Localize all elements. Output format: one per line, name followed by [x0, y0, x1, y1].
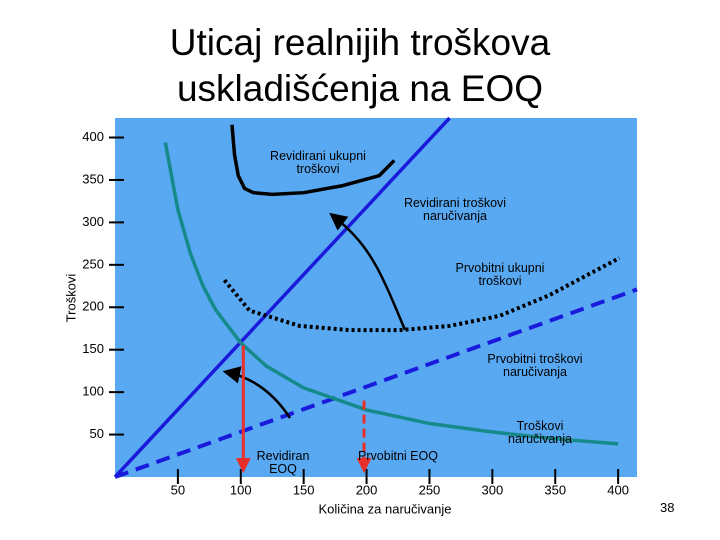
shift-arrow [329, 212, 407, 331]
x-tick-label: 200 [356, 482, 378, 497]
curve [113, 116, 451, 479]
x-axis-label: Količina za naručivanje [319, 501, 452, 516]
y-tick-label: 250 [82, 256, 104, 271]
curve [114, 287, 638, 479]
curve-label: Revidirani ukupni troškovi [270, 149, 366, 176]
eoq-label: Revidiran EOQ [256, 449, 310, 476]
x-tick-label: 100 [230, 482, 252, 497]
curve-label: Prvobitni ukupni troškovi [455, 261, 545, 288]
y-tick-label: 350 [82, 171, 104, 186]
y-axis-label: Troškovi [63, 274, 78, 323]
x-tick-label: 350 [544, 482, 566, 497]
curve-label: Revidirani troškovi naručivanja [403, 196, 507, 223]
y-tick-label: 150 [82, 341, 104, 356]
y-tick-label: 200 [82, 299, 104, 314]
x-tick-label: 300 [481, 482, 503, 497]
x-tick-label: 50 [171, 482, 185, 497]
curve-label: Prvobitni troškovi naručivanja [487, 352, 583, 379]
x-tick-label: 150 [293, 482, 315, 497]
slide-title: Uticaj realnijih troškova uskladišćenja … [169, 22, 551, 109]
y-tick-label: 100 [82, 384, 104, 399]
curve-label: Troškovi naručivanja [508, 419, 572, 446]
y-tick-label: 50 [90, 426, 104, 441]
y-tick-label: 300 [82, 214, 104, 229]
x-tick-label: 250 [419, 482, 441, 497]
page-number: 38 [660, 500, 675, 515]
curve [230, 124, 396, 197]
shift-arrow [222, 366, 292, 419]
x-tick-label: 400 [607, 482, 629, 497]
curve [163, 142, 619, 446]
y-tick-label: 400 [82, 129, 104, 144]
eoq-label: Prvobitni EOQ [358, 449, 438, 463]
